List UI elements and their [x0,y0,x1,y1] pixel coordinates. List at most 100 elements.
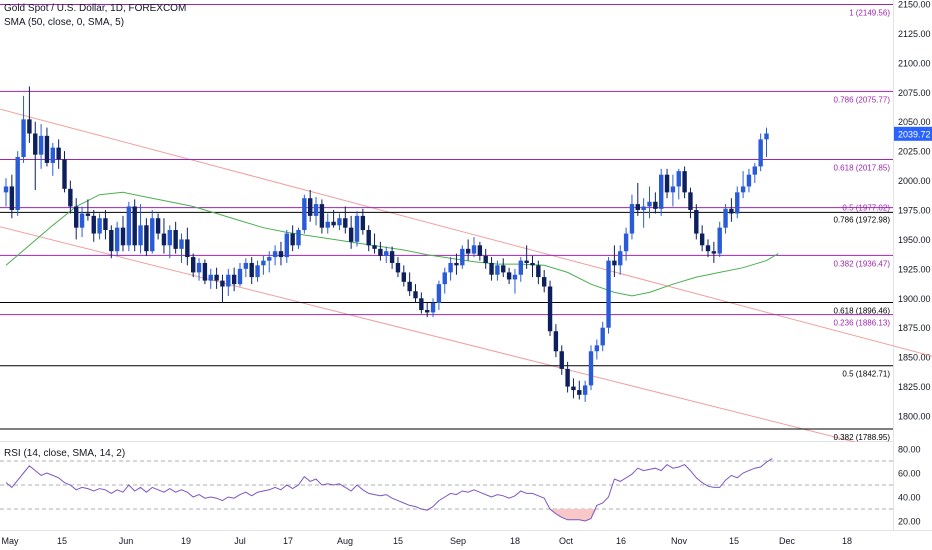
candle-body [752,166,757,175]
level-label: 0.5 (1977.02) [842,204,890,213]
candle-body [179,239,184,249]
candle-body [395,262,401,273]
candle-body [226,274,231,287]
candle-body [50,147,55,163]
candle-body [600,327,605,346]
candle-body [512,274,518,280]
price-tick-label: 1800.00 [898,412,931,422]
candle-body [758,139,763,167]
candle-body [120,227,126,246]
candle-body [173,230,178,249]
time-tick-label: May [1,536,19,546]
rsi-tick-label: 20.00 [898,517,921,527]
candle-body [3,186,9,193]
time-tick-label: 18 [510,536,520,546]
chart-title: Gold Spot / U.S. Dollar, 1D, FOREXCOM [4,3,187,14]
candle-body [202,262,208,281]
candle-body [155,218,161,234]
candle-body [167,230,172,246]
candle-body [606,260,611,328]
candle-body [27,119,32,134]
last-price-label: 2039.72 [898,129,931,139]
candle-body [442,272,447,285]
candle-body [109,230,114,252]
candle-body [272,251,278,258]
candle-body [38,135,44,155]
candle-body [635,204,640,210]
candle-body [255,265,260,278]
time-tick-label: 15 [729,536,739,546]
level-label: 0.786 (1972.98) [834,215,891,224]
candle-body [705,245,711,252]
level-label: 0.5 (1842.71) [842,370,890,379]
candle-body [267,257,272,261]
candle-body [237,268,243,285]
candle-body [302,198,307,231]
candle-body [547,286,553,332]
candle-body [114,227,120,252]
candle-body [407,281,412,292]
candle-body [565,368,570,387]
candle-body [249,262,254,278]
candle-body [21,119,26,158]
candle-body [460,248,465,266]
candle-body [296,230,301,246]
candle-body [618,251,623,266]
candle-body [582,385,588,395]
candle-body [659,174,664,209]
candle-body [670,186,676,193]
last-price-tag [894,126,932,141]
price-tick-label: 1950.00 [898,235,931,245]
candle-body [699,233,705,246]
price-tick-label: 2100.00 [898,58,931,68]
candle-body [401,272,406,282]
rsi-line [5,458,773,522]
candle-body [85,213,91,216]
candle-body [308,198,313,216]
candle-body [740,186,746,193]
candle-body [161,233,167,246]
candle-body [132,206,137,246]
candle-body [717,227,722,254]
candle-body [144,225,149,252]
candle-body [506,272,512,280]
candle-body [454,262,459,266]
rsi-tick-label: 80.00 [898,445,921,455]
candle-body [220,280,225,287]
candle-body [735,192,740,214]
candle-body [354,215,360,242]
sma-line [5,191,779,297]
candle-body [653,201,658,209]
level-label: 1 (2149.56) [849,9,890,18]
candle-body [126,206,132,246]
candle-body [764,133,769,140]
time-tick-label: Oct [559,536,574,546]
time-tick-label: 18 [842,536,852,546]
candle-body [577,390,582,395]
candle-body [746,174,752,187]
time-tick-label: 15 [57,536,67,546]
channel-line [0,108,932,357]
time-tick-label: 17 [283,536,293,546]
candle-body [465,248,471,254]
candle-body [214,274,219,281]
candle-body [588,351,594,386]
candle-body [501,265,506,273]
candle-body [559,351,564,369]
price-tick-label: 1975.00 [898,206,931,216]
candle-body [530,262,535,266]
candle-body [138,225,143,246]
candle-body [33,133,38,155]
time-tick-label: Nov [671,536,688,546]
level-label: 0.236 (1886.13) [834,319,891,328]
candle-body [384,251,389,256]
candle-body [79,213,85,228]
price-tick-label: 1850.00 [898,353,931,363]
rsi-tick-label: 60.00 [898,469,921,479]
candle-body [495,265,500,275]
candle-body [688,192,693,210]
candle-body [360,215,366,231]
price-tick-label: 1825.00 [898,382,931,392]
rsi-legend: RSI (14, close, SMA, 14, 2) [4,448,126,459]
